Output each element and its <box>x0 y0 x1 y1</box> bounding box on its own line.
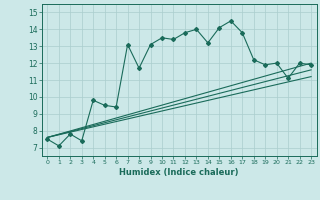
X-axis label: Humidex (Indice chaleur): Humidex (Indice chaleur) <box>119 168 239 177</box>
